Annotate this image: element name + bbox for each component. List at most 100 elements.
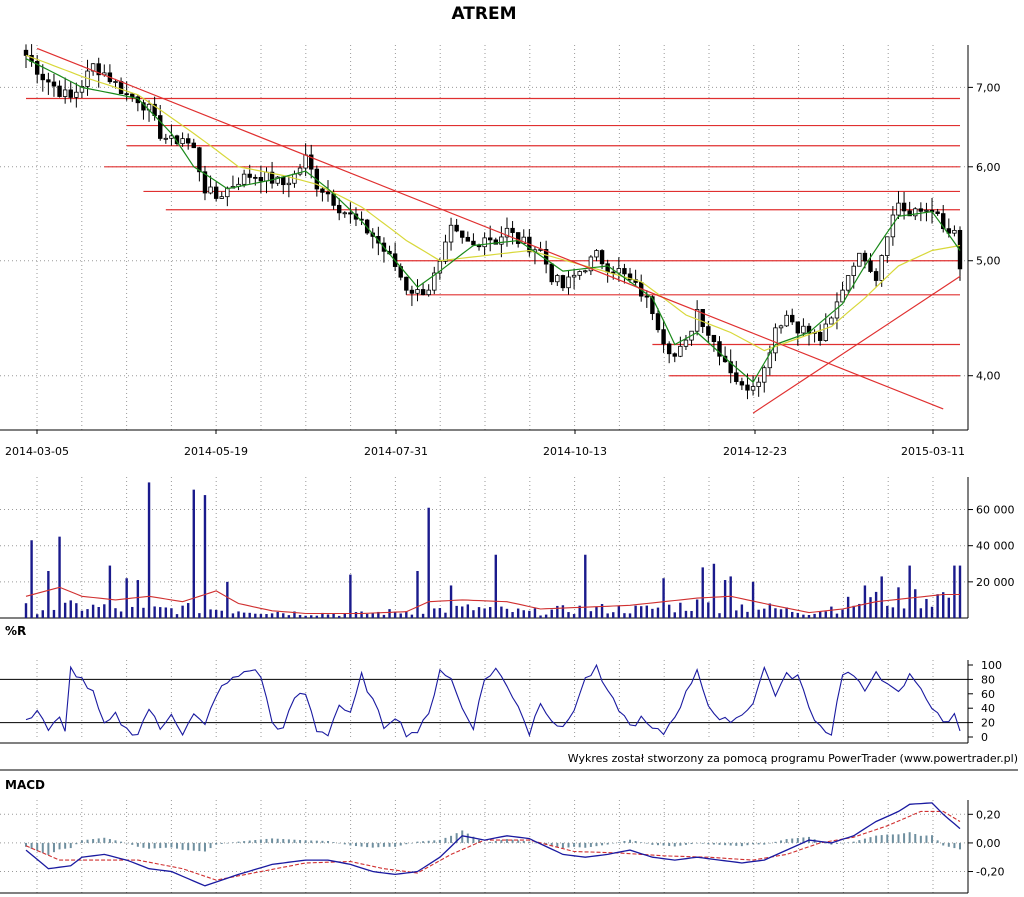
candle-body	[325, 191, 331, 195]
candle-body	[549, 263, 554, 283]
macd-histogram-bar	[377, 842, 380, 848]
macd-histogram-bar	[394, 842, 397, 847]
volume-bar	[142, 607, 145, 618]
williams-r-line	[25, 663, 961, 738]
macd-histogram-bar	[215, 842, 218, 845]
candle-body	[499, 236, 504, 245]
macd-histogram-bar	[265, 838, 268, 843]
price-tick-label: 4,00	[976, 370, 1001, 383]
macd-histogram-bar	[858, 840, 861, 843]
macd-histogram-bar	[360, 842, 363, 847]
macd-histogram-bar	[802, 837, 805, 843]
macd-histogram-bar	[869, 837, 872, 843]
macd-histogram-bar	[243, 841, 246, 843]
volume-bar	[522, 610, 525, 618]
macd-panel: 0,20 0,00 -0,20	[0, 800, 1004, 894]
volume-bar	[516, 608, 520, 618]
macd-histogram-bar	[220, 842, 223, 844]
macd-histogram-bar	[416, 841, 419, 843]
volume-bar	[908, 565, 911, 618]
candle-body	[935, 211, 940, 214]
candle-body	[191, 142, 196, 149]
volume-bar	[203, 495, 207, 618]
candle-body	[706, 326, 711, 336]
macd-histogram-bar	[724, 842, 727, 846]
volume-bar	[276, 611, 279, 618]
volume-bar	[891, 607, 895, 618]
candle-body	[790, 314, 795, 323]
candle-body	[873, 271, 879, 281]
wr-tick-label: 0	[981, 731, 988, 744]
volume-bar	[86, 609, 89, 618]
volume-bar	[612, 612, 615, 618]
volume-bar	[813, 613, 816, 618]
x-tick-label: 2014-12-23	[723, 445, 787, 458]
macd-histogram-bar	[103, 837, 106, 843]
volume-bar	[886, 605, 889, 618]
volume-bar	[634, 605, 637, 618]
volume-bar	[226, 581, 229, 618]
candle-body	[197, 147, 202, 173]
candle-body	[130, 93, 135, 98]
volume-bar	[902, 608, 906, 618]
volume-bar	[712, 563, 716, 618]
macd-histogram-bar	[259, 839, 262, 843]
candle-body	[437, 260, 443, 274]
candle-body	[885, 236, 890, 256]
macd-histogram-bar	[153, 842, 156, 849]
macd-histogram-bar	[746, 842, 749, 846]
volume-bar	[690, 611, 693, 618]
volume-bar	[103, 604, 106, 618]
volume-bar	[382, 614, 386, 618]
volume-bar	[97, 607, 100, 618]
volume-bar	[835, 613, 839, 618]
macd-tick-label: 0,20	[976, 808, 1001, 821]
volume-bar	[500, 606, 503, 618]
candle-body	[946, 228, 952, 234]
macd-histogram-bar	[780, 840, 783, 843]
macd-histogram-bar	[332, 842, 335, 843]
candle-body	[734, 372, 739, 382]
volume-bar	[628, 613, 632, 618]
volume-bar	[91, 604, 95, 618]
volume-bar	[421, 613, 425, 618]
candle-body	[611, 271, 616, 274]
williams-r-title: %R	[5, 624, 26, 638]
candle-body	[594, 250, 599, 258]
volume-bar	[186, 603, 190, 618]
candle-body	[605, 263, 610, 273]
price-tick-label: 6,00	[976, 161, 1001, 174]
volume-bar	[600, 604, 604, 618]
volume-bar	[237, 611, 240, 618]
volume-bar	[942, 592, 945, 618]
macd-histogram-bar	[287, 839, 290, 843]
macd-histogram-bar	[712, 842, 715, 845]
candle-body	[566, 276, 571, 289]
macd-histogram-bar	[656, 842, 659, 846]
volume-bar	[265, 614, 268, 618]
candle-body	[415, 289, 420, 294]
candle-body	[829, 317, 834, 325]
candle-body	[264, 171, 269, 182]
volume-bar	[606, 613, 609, 618]
macd-histogram-bar	[125, 842, 128, 844]
volume-bar	[326, 614, 330, 618]
volume-bar	[270, 613, 274, 618]
volume-bar	[802, 614, 805, 618]
wr-tick-label: 80	[981, 673, 995, 686]
macd-histogram-bar	[254, 840, 257, 843]
candle-body	[840, 289, 845, 303]
volume-bar	[388, 609, 391, 618]
x-tick-label: 2014-03-05	[5, 445, 69, 458]
volume-bar	[953, 565, 956, 618]
volume-bar	[858, 603, 861, 618]
macd-histogram-bar	[623, 840, 626, 843]
candle-body	[627, 273, 633, 281]
volume-bar	[170, 608, 173, 618]
candle-body	[750, 386, 756, 391]
volume-bar	[405, 611, 408, 618]
candle-body	[756, 381, 761, 387]
volume-bar	[153, 606, 156, 618]
candle-body	[158, 115, 163, 139]
volume-bar	[159, 607, 162, 618]
